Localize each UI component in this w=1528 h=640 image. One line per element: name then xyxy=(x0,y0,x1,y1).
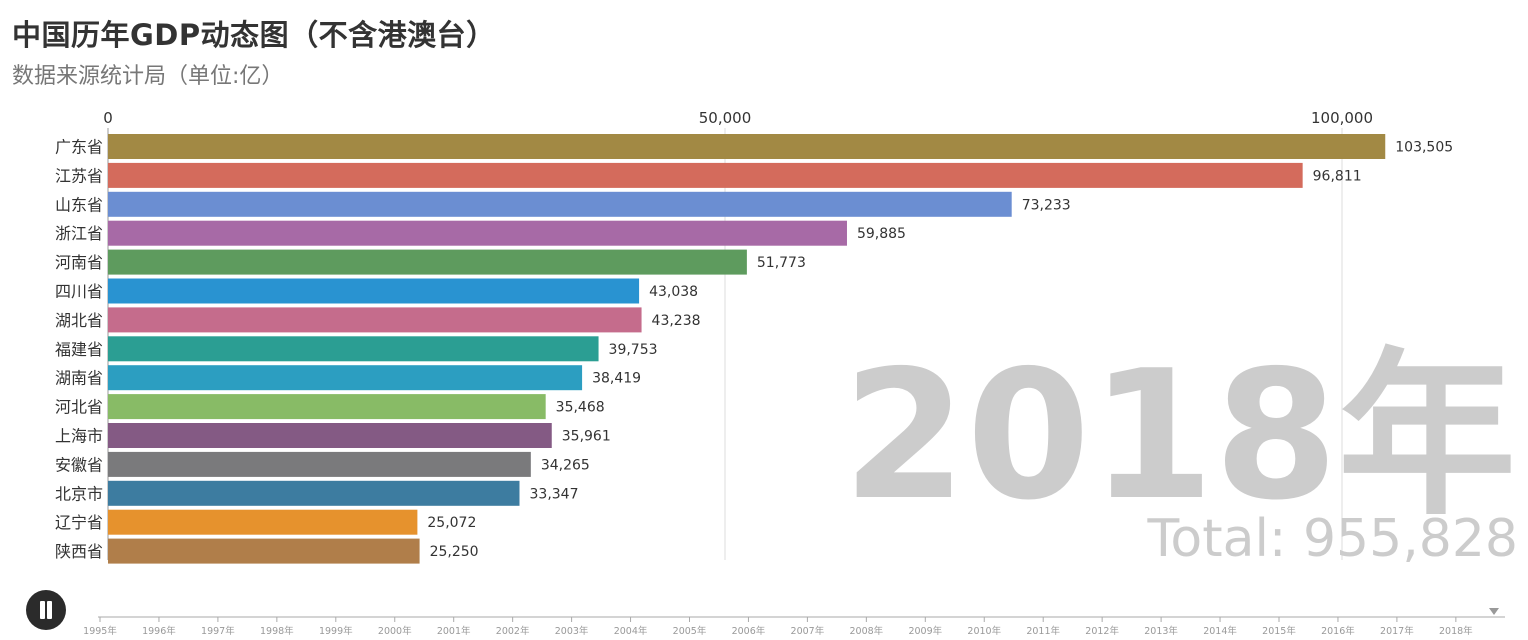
bar-value-label: 43,038 xyxy=(649,284,698,300)
bar-category-label: 山东省 xyxy=(55,195,103,214)
bar-category-label: 河北省 xyxy=(55,398,103,417)
bar-10 xyxy=(108,423,552,448)
bar-value-label: 59,885 xyxy=(857,226,906,242)
bar-category-label: 浙江省 xyxy=(55,224,103,243)
timeline-year-label[interactable]: 2012年 xyxy=(1085,625,1119,637)
timeline-year-label[interactable]: 1995年 xyxy=(83,625,117,637)
bar-12 xyxy=(108,480,520,506)
bar-value-label: 25,250 xyxy=(430,544,479,560)
bar-value-label: 25,072 xyxy=(427,515,476,531)
total-label: Total: 955,828 xyxy=(1146,509,1518,569)
timeline-year-label[interactable]: 2005年 xyxy=(673,625,707,637)
bar-13 xyxy=(108,509,418,535)
year-watermark: 2018年 xyxy=(843,332,1516,539)
timeline-year-label[interactable]: 2014年 xyxy=(1203,625,1237,637)
timeline-year-label[interactable]: 2015年 xyxy=(1262,625,1296,637)
timeline-year-label[interactable]: 2002年 xyxy=(496,625,530,637)
timeline-year-label[interactable]: 2016年 xyxy=(1321,625,1355,637)
bar-8 xyxy=(108,365,583,391)
timeline-year-label[interactable]: 2000年 xyxy=(378,625,412,637)
bar-value-label: 96,811 xyxy=(1313,168,1362,184)
bar-value-label: 35,468 xyxy=(556,400,605,416)
bar-0 xyxy=(108,134,1386,159)
pause-icon-bar xyxy=(47,601,52,619)
bar-value-label: 35,961 xyxy=(562,429,611,445)
bar-value-label: 103,505 xyxy=(1395,140,1453,156)
timeline-year-label[interactable]: 1999年 xyxy=(319,625,353,637)
bar-14 xyxy=(108,538,420,564)
bar-6 xyxy=(108,307,642,333)
bar-category-label: 四川省 xyxy=(55,282,103,301)
bar-value-label: 73,233 xyxy=(1022,197,1071,213)
bar-category-label: 辽宁省 xyxy=(55,513,103,532)
bar-category-label: 河南省 xyxy=(55,253,103,272)
bar-category-label: 福建省 xyxy=(55,340,103,359)
bar-category-label: 湖北省 xyxy=(55,311,103,330)
timeline-year-label[interactable]: 2007年 xyxy=(791,625,825,637)
timeline-year-label[interactable]: 2009年 xyxy=(908,625,942,637)
pause-icon xyxy=(40,601,45,619)
x-tick-label: 0 xyxy=(103,109,113,127)
bar-2 xyxy=(108,191,1012,217)
bar-5 xyxy=(108,278,640,304)
chart-title: 中国历年GDP动态图（不含港澳台） xyxy=(12,18,496,52)
bar-category-label: 安徽省 xyxy=(55,455,103,474)
timeline-year-label[interactable]: 2003年 xyxy=(555,625,589,637)
timeline-year-label[interactable]: 2006年 xyxy=(732,625,766,637)
timeline-year-label[interactable]: 2018年 xyxy=(1439,625,1473,637)
timeline-year-label[interactable]: 1997年 xyxy=(201,625,235,637)
bar-value-label: 39,753 xyxy=(609,342,658,358)
pause-button[interactable] xyxy=(26,590,66,630)
timeline-year-label[interactable]: 2011年 xyxy=(1026,625,1060,637)
bar-value-label: 38,419 xyxy=(592,371,641,387)
bar-category-label: 北京市 xyxy=(55,484,103,503)
timeline-year-label[interactable]: 1998年 xyxy=(260,625,294,637)
bar-category-label: 湖南省 xyxy=(55,369,103,388)
timeline-year-label[interactable]: 2008年 xyxy=(850,625,884,637)
bar-value-label: 34,265 xyxy=(541,457,590,473)
bar-category-label: 陕西省 xyxy=(55,542,103,561)
bar-value-label: 33,347 xyxy=(530,486,579,502)
bar-category-label: 江苏省 xyxy=(55,166,103,185)
bar-value-label: 43,238 xyxy=(652,313,701,329)
bar-category-label: 上海市 xyxy=(55,427,103,446)
bar-11 xyxy=(108,451,531,477)
bar-category-label: 广东省 xyxy=(55,138,103,157)
bar-3 xyxy=(108,220,847,246)
bar-7 xyxy=(108,336,599,362)
x-tick-label: 50,000 xyxy=(699,109,752,127)
bar-1 xyxy=(108,162,1303,188)
bar-4 xyxy=(108,249,747,275)
chart-subtitle: 数据来源统计局（单位:亿） xyxy=(12,64,284,89)
timeline-year-label[interactable]: 2010年 xyxy=(967,625,1001,637)
timeline-year-label[interactable]: 2017年 xyxy=(1380,625,1414,637)
timeline-year-label[interactable]: 1996年 xyxy=(142,625,176,637)
bar-9 xyxy=(108,394,546,420)
timeline-year-label[interactable]: 2013年 xyxy=(1144,625,1178,637)
timeline-handle-icon[interactable] xyxy=(1489,608,1499,615)
x-tick-label: 100,000 xyxy=(1311,109,1373,127)
timeline-year-label[interactable]: 2004年 xyxy=(614,625,648,637)
bar-value-label: 51,773 xyxy=(757,255,806,271)
timeline-year-label[interactable]: 2001年 xyxy=(437,625,471,637)
